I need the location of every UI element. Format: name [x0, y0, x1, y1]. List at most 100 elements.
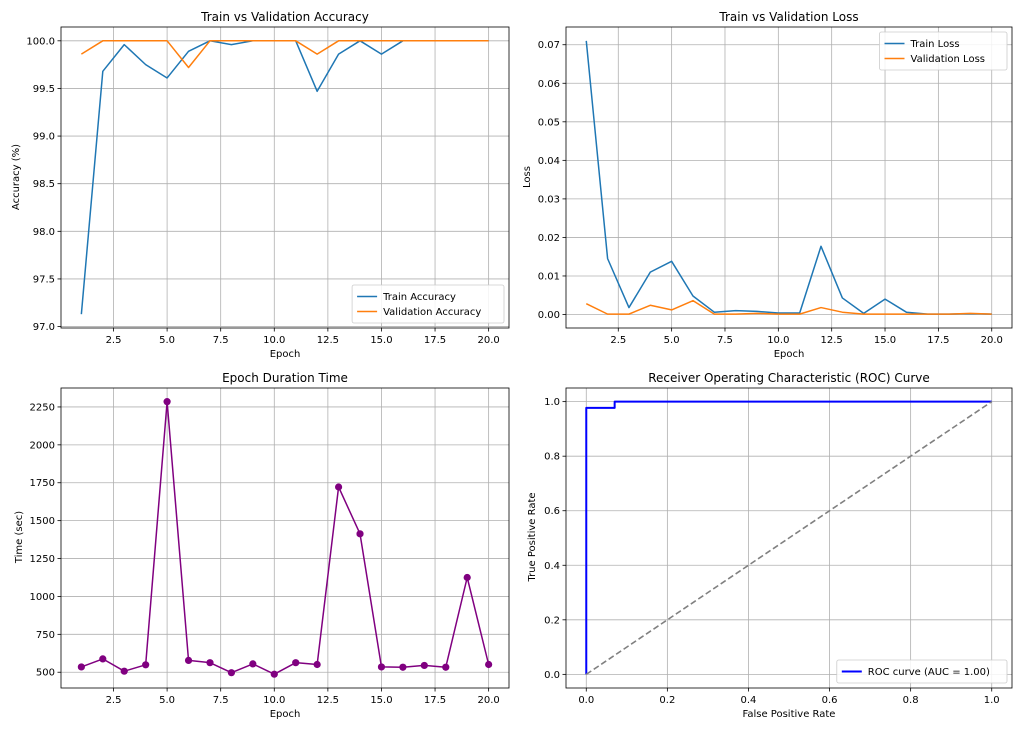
panel-loss: Train vs Validation Loss Epoch Loss 2.5 5… [522, 10, 1013, 360]
legend-box [351, 284, 505, 324]
x-tick-label: 1.0 [984, 695, 1000, 706]
data-point [313, 660, 321, 669]
data-point [377, 663, 386, 671]
x-tick-label: 0.8 [903, 695, 919, 706]
chart-title: Train vs Validation Accuracy [200, 10, 369, 24]
legend: ROC curve (AUC = 1.00) [836, 659, 1008, 684]
x-tick-label: 15.0 [370, 695, 392, 706]
legend-entry: Validation Loss [911, 54, 986, 65]
y-tick-label: 99.5 [33, 84, 55, 95]
x-tick-label: 5.0 [664, 335, 680, 346]
x-tick-label: 12.5 [317, 335, 339, 346]
y-tick-label: 0.00 [538, 310, 560, 321]
y-tick-label: 0.06 [538, 79, 560, 90]
x-tick-label: 10.0 [263, 335, 285, 346]
x-tick-label: 7.5 [717, 335, 733, 346]
axes-frame [60, 387, 510, 689]
x-tick-label: 2.5 [106, 695, 122, 706]
y-tick-label: 1.0 [544, 397, 560, 408]
y-tick-label: 1750 [30, 478, 55, 489]
y-tick-label: 750 [36, 630, 55, 641]
y-tick-label: 1500 [30, 516, 55, 527]
x-tick-label: 20.0 [478, 695, 500, 706]
legend-entry: Train Loss [910, 39, 960, 50]
x-axis-label: Epoch [270, 709, 301, 720]
chart-title: Train vs Validation Loss [718, 10, 858, 24]
data-point [399, 663, 407, 671]
y-tick-label: 1000 [30, 592, 55, 603]
x-tick-label: 12.5 [317, 695, 339, 706]
y-tick-label: 99.0 [33, 132, 55, 143]
validation-accuracy-line [80, 40, 489, 69]
y-tick-label: 98.5 [33, 179, 55, 190]
data-point [292, 659, 300, 667]
data-point [485, 660, 493, 669]
data-point [227, 669, 236, 677]
y-tick-label: 0.02 [538, 233, 560, 244]
y-tick-label: 100.0 [26, 36, 55, 47]
x-tick-label: 2.5 [610, 335, 626, 346]
y-tick-label: 2250 [30, 402, 55, 413]
data-point [142, 661, 150, 669]
legend-entry: Validation Accuracy [383, 307, 481, 318]
y-tick-label: 0.4 [544, 561, 560, 572]
x-tick-label: 17.5 [927, 335, 949, 346]
y-tick-label: 500 [36, 668, 55, 679]
panel-roc: Receiver Operating Characteristic (ROC) … [527, 371, 1013, 720]
y-axis-label: True Positive Rate [527, 492, 538, 582]
x-tick-label: 10.0 [263, 695, 285, 706]
data-point [420, 661, 428, 670]
chance-diagonal-line [585, 400, 993, 676]
x-tick-label: 0.0 [578, 695, 594, 706]
validation-loss-line [585, 299, 992, 315]
axes-frame [60, 26, 510, 329]
x-tick-label: 7.5 [213, 335, 229, 346]
x-tick-label: 5.0 [159, 335, 175, 346]
y-axis-label: Loss [522, 166, 533, 188]
data-point [184, 656, 193, 665]
legend: Train Loss Validation Loss [879, 31, 1008, 71]
y-tick-label: 0.0 [544, 670, 560, 681]
panel-accuracy: Train vs Validation Accuracy Epoch Accur… [11, 10, 510, 360]
legend-box [836, 659, 1008, 684]
x-axis-label: False Positive Rate [743, 709, 836, 720]
x-tick-label: 17.5 [424, 335, 446, 346]
y-tick-label: 2000 [30, 440, 55, 451]
data-point [334, 483, 343, 491]
x-tick-label: 2.5 [106, 335, 122, 346]
legend-box [879, 31, 1008, 71]
y-tick-label: 97.0 [33, 322, 55, 333]
x-tick-label: 12.5 [821, 335, 843, 346]
x-tick-label: 17.5 [424, 695, 446, 706]
grid [61, 388, 509, 688]
grid [566, 27, 1012, 328]
x-tick-label: 15.0 [874, 335, 896, 346]
x-tick-label: 20.0 [981, 335, 1003, 346]
x-tick-label: 20.0 [478, 335, 500, 346]
data-point [99, 655, 107, 663]
y-axis-label: Accuracy (%) [11, 144, 22, 210]
x-tick-label: 0.4 [741, 695, 757, 706]
data-point [206, 659, 214, 667]
y-tick-label: 0.6 [544, 506, 560, 517]
x-axis-label: Epoch [270, 349, 301, 360]
y-tick-label: 0.8 [544, 452, 560, 463]
roc-curve-auc-1-00-line [585, 400, 992, 675]
axes-frame [565, 26, 1013, 329]
y-tick-label: 0.2 [544, 615, 560, 626]
x-tick-label: 15.0 [370, 335, 392, 346]
data-point [120, 667, 128, 675]
x-tick-label: 7.5 [213, 695, 229, 706]
y-tick-label: 0.01 [538, 271, 560, 282]
chart-title: Epoch Duration Time [222, 371, 348, 385]
y-tick-label: 0.07 [538, 40, 560, 51]
y-tick-label: 0.05 [538, 117, 560, 128]
x-axis-label: Epoch [774, 349, 805, 360]
x-tick-label: 0.2 [659, 695, 675, 706]
y-tick-label: 0.03 [538, 194, 560, 205]
legend-entry: Train Accuracy [382, 292, 456, 303]
y-tick-label: 97.5 [33, 274, 55, 285]
data-point [77, 663, 85, 671]
data-point [270, 670, 278, 678]
